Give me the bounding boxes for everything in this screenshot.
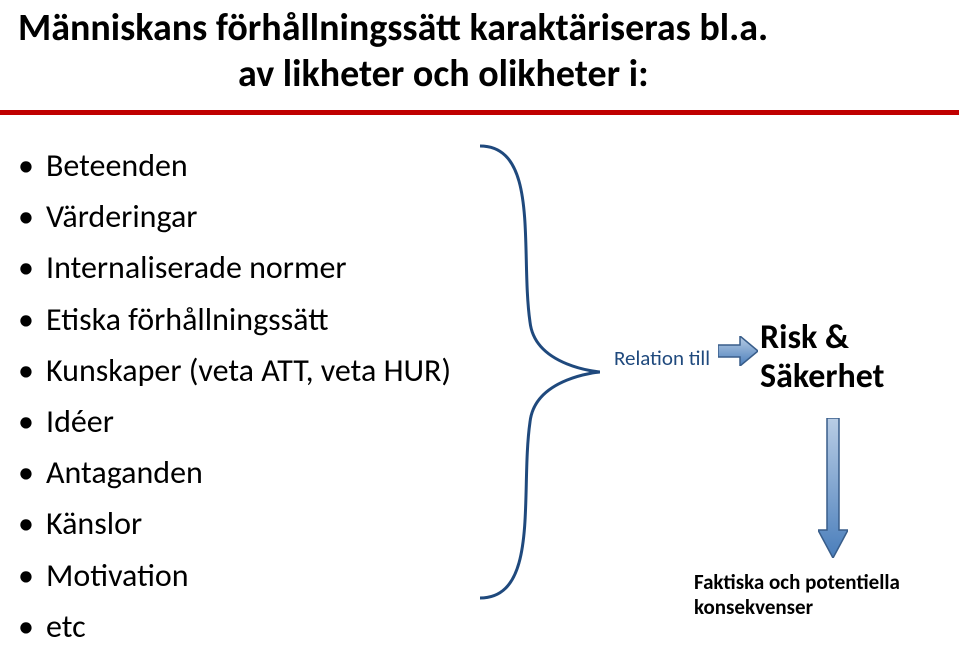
relation-label: Relation till xyxy=(614,345,710,371)
list-item: •Antaganden xyxy=(18,447,451,498)
risk-line2: Säkerhet xyxy=(760,356,884,397)
curly-brace-icon xyxy=(470,142,600,602)
list-item: •Beteenden xyxy=(18,140,451,191)
footnote-line1: Faktiska och potentiella xyxy=(694,569,900,595)
list-item: •Kunskaper (veta ATT, veta HUR) xyxy=(18,345,451,396)
list-item: •Etiska förhållningssätt xyxy=(18,294,451,345)
horizontal-rule xyxy=(0,110,959,115)
list-item: •Känslor xyxy=(18,498,451,549)
list-item: •etc xyxy=(18,601,451,652)
list-item: •Motivation xyxy=(18,550,451,601)
title-line2: av likheter och olikheter i: xyxy=(238,51,649,97)
bullet-list: •Beteenden •Värderingar •Internaliserade… xyxy=(18,140,451,652)
list-item: •Idéer xyxy=(18,396,451,447)
page-title: Människans förhållningssätt karaktäriser… xyxy=(18,6,938,97)
footnote-line2: konsekvenser xyxy=(694,594,813,620)
footnote: Faktiska och potentiella konsekvenser xyxy=(694,570,900,620)
title-line1: Människans förhållningssätt karaktäriser… xyxy=(18,5,768,51)
arrow-down-icon xyxy=(818,418,848,558)
list-item: •Internaliserade normer xyxy=(18,242,451,293)
arrow-right-icon xyxy=(718,336,758,366)
list-item: •Värderingar xyxy=(18,191,451,242)
risk-line1: Risk & xyxy=(760,317,849,358)
risk-label: Risk & Säkerhet xyxy=(760,318,884,396)
